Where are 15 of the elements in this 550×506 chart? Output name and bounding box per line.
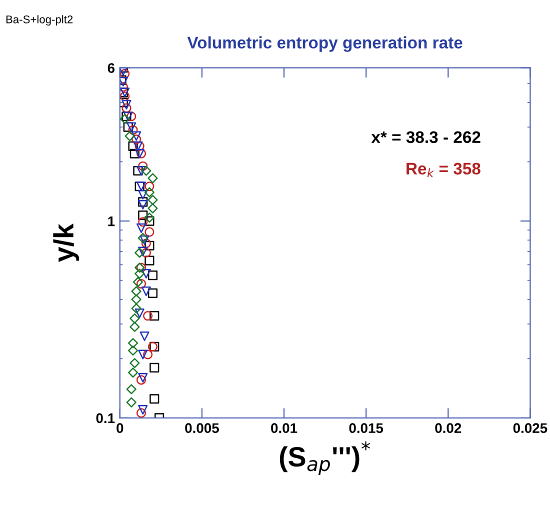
x-tick-label: 0.02 <box>435 423 462 434</box>
x-axis-title: (S$_{ap}$''')$^{*}$ <box>280 441 370 475</box>
x-tick-label: 0.01 <box>271 423 298 434</box>
y-tick-label: 1 <box>108 216 115 226</box>
x-tick-label: 0 <box>116 423 124 434</box>
y-axis-title: y/k <box>53 224 80 262</box>
x-tick-label: 0.005 <box>185 423 219 434</box>
text: Ba-S+log-plt2 <box>6 15 73 26</box>
x-tick-label: 0.015 <box>349 423 384 434</box>
chart-title: Volumetric entropy generation rate <box>187 36 462 52</box>
x-tick-label: 0.025 <box>513 423 548 434</box>
y-tick-label: 0.1 <box>96 413 115 424</box>
annotation: Re$_{k}$ = 358 <box>406 162 480 178</box>
annotation: x* = 38.3 - 262 <box>371 131 480 144</box>
y-tick-label: 6 <box>108 63 115 73</box>
